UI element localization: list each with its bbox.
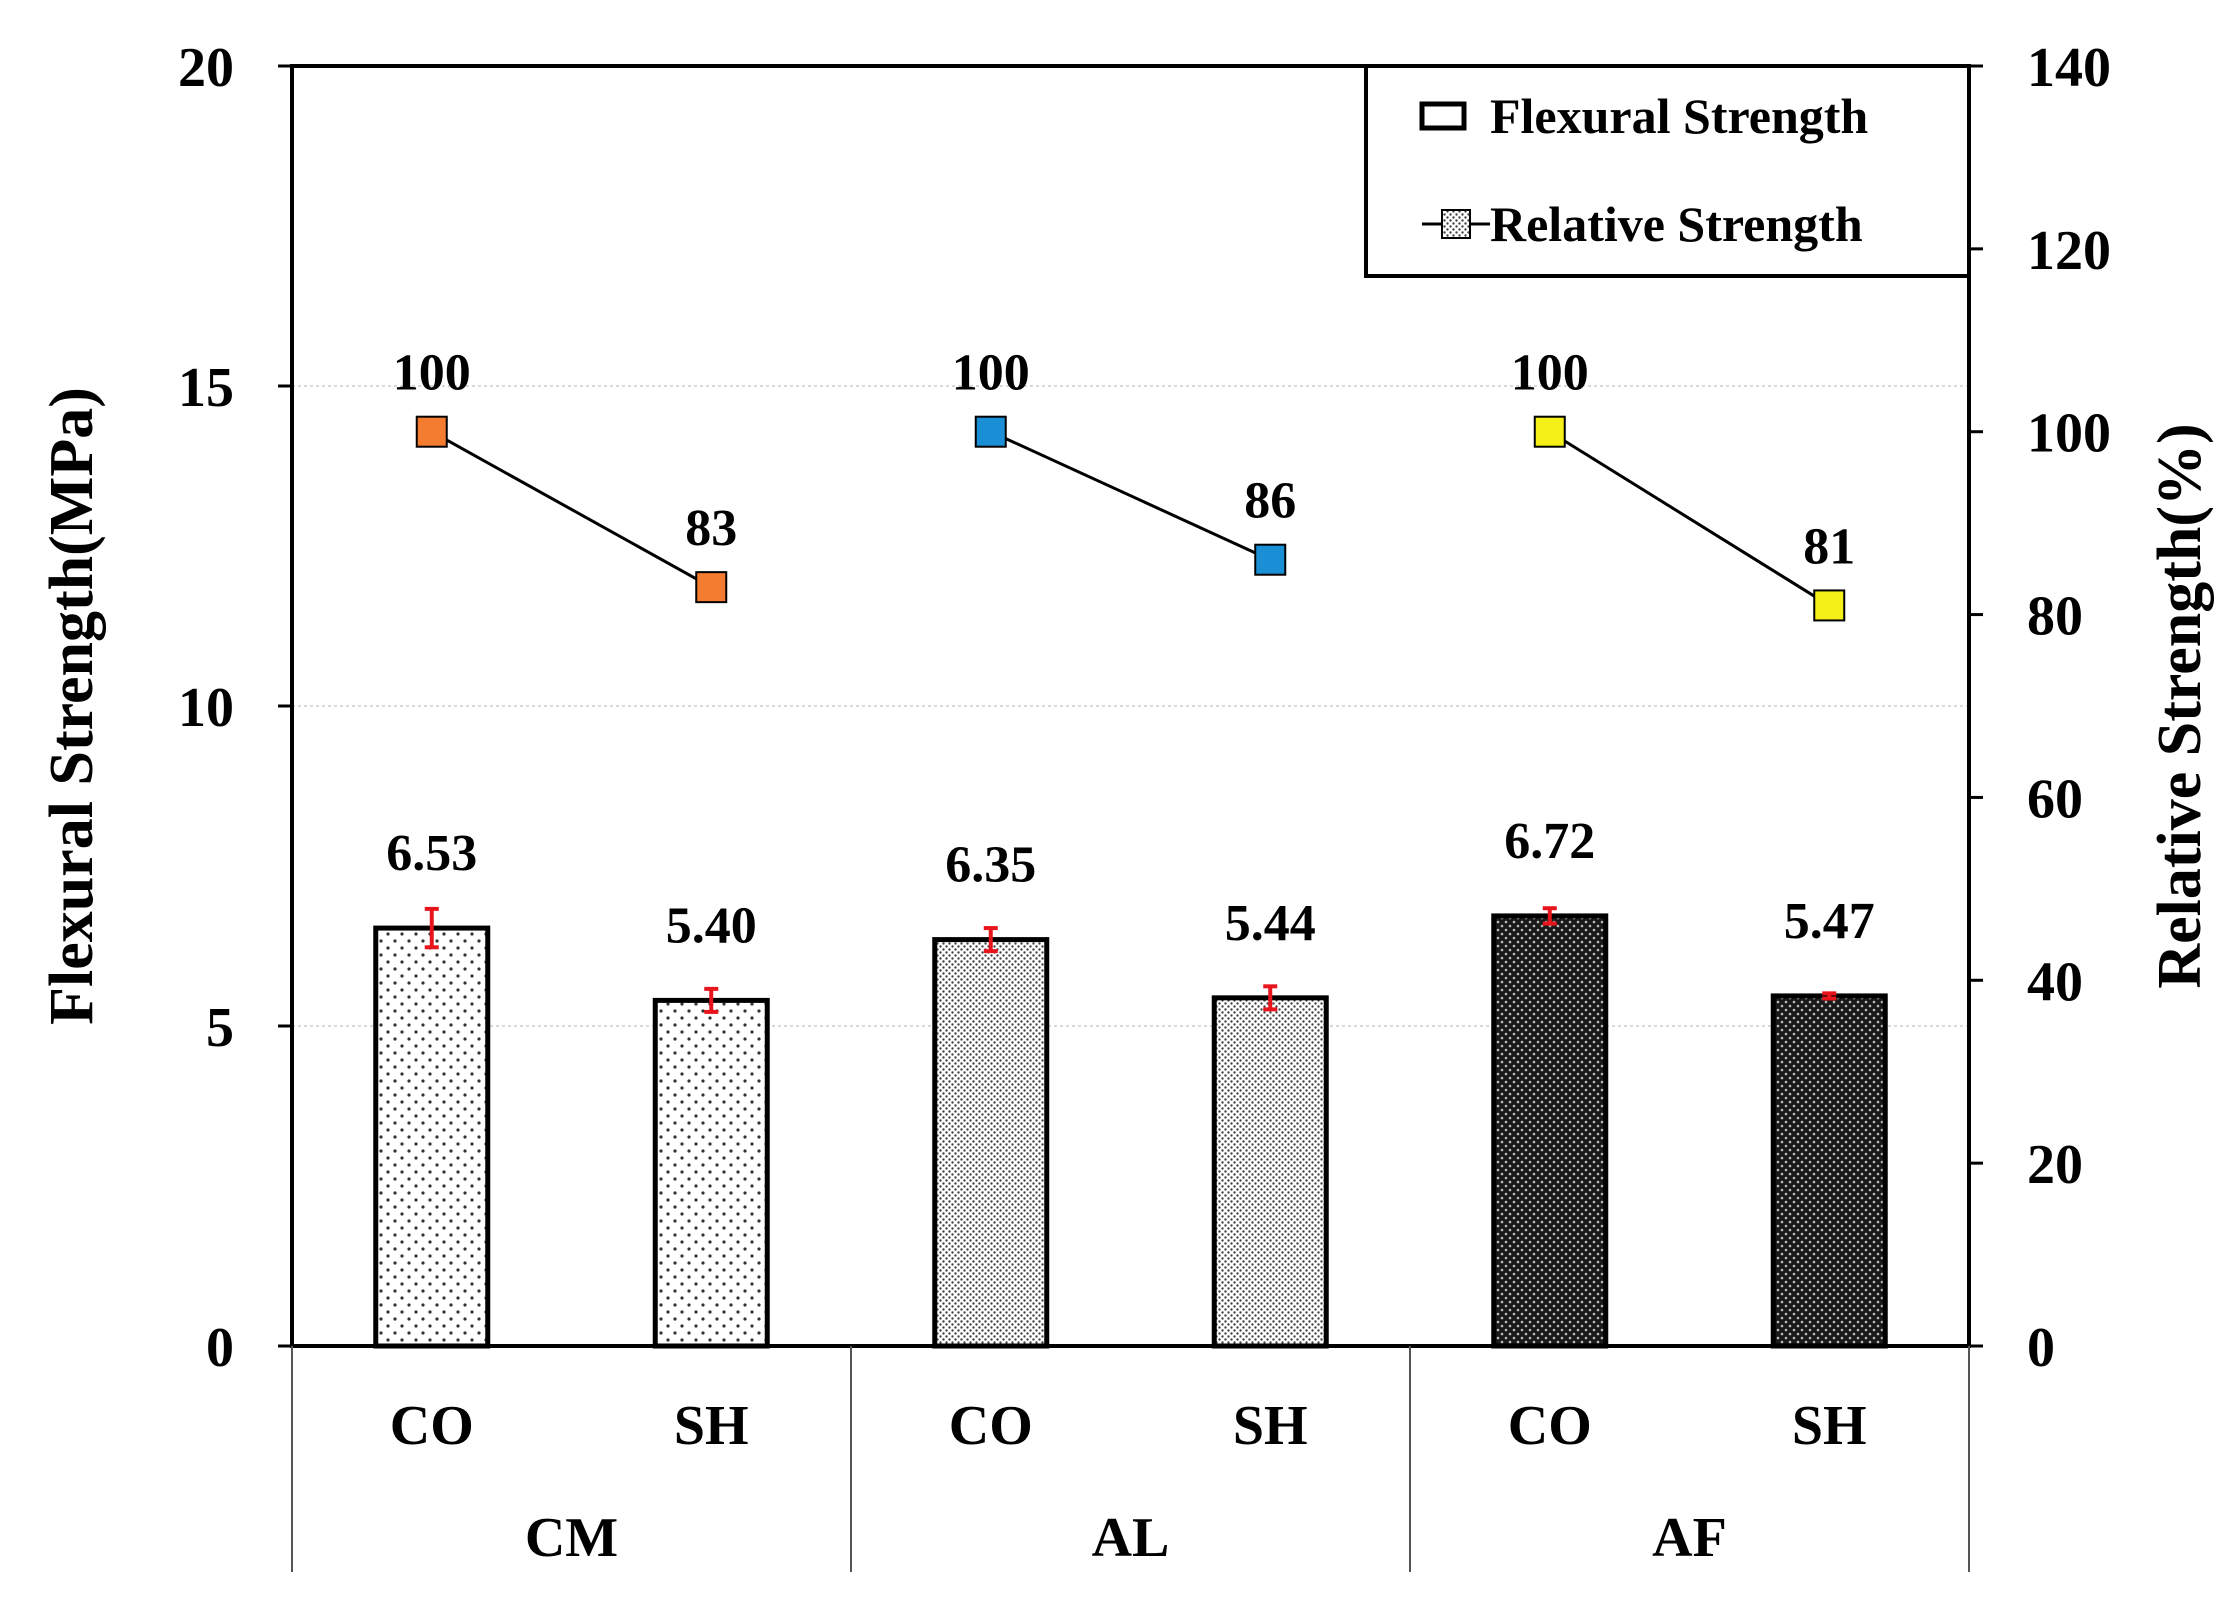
y-tick-label: 5 [206,997,234,1059]
y2-tick-label: 0 [2027,1317,2055,1379]
relative-value-label: 83 [685,500,737,557]
relative-value-label: 86 [1244,473,1296,530]
relative-marker [1254,543,1287,576]
x-axis: CO SH CM CO SH AL CO SH AF [291,1346,1970,1572]
bar-value-label: 6.53 [386,825,477,882]
relative-marker [695,571,728,604]
relative-value-label: 100 [952,345,1030,402]
y2-tick-label: 60 [2027,768,2083,830]
x-tick-label: CO [1508,1395,1592,1457]
bar-af-sh [1770,993,1888,1349]
y-axis-title: Flexural Strength(MPa) [38,387,106,1025]
x-tick-label: SH [1792,1395,1867,1457]
y2-tick-label: 120 [2027,220,2111,282]
y2-axis-title: Relative Strength(%) [2146,423,2214,988]
grid-lines [292,385,1969,1027]
y2-tick-label: 100 [2027,403,2111,465]
bar-cm-co [373,925,491,1349]
group-label: CM [525,1507,618,1569]
x-tick-label: CO [949,1395,1033,1457]
bar-af-co [1491,913,1609,1349]
left-axis-ticks: 0 5 10 15 20 [178,37,292,1379]
bar-value-label: 5.44 [1225,895,1316,952]
legend-bar-swatch [1419,101,1467,131]
legend-bar-label: Flexural Strength [1490,88,1868,144]
y-tick-label: 10 [178,677,234,739]
relative-lines [431,430,1831,607]
relative-line-al [990,430,1271,562]
relative-line-af [1548,430,1831,607]
group-label: AF [1652,1507,1727,1569]
y2-tick-label: 80 [2027,586,2083,648]
y-tick-label: 15 [178,357,234,419]
legend-box [1364,64,1971,278]
data-labels: 6.53 100 5.40 83 6.35 100 5.44 86 6.72 100 5.47 81 [386,345,1875,955]
x-tick-label: SH [1233,1395,1308,1457]
relative-value-label: 100 [393,345,471,402]
bar-al-co [932,937,1050,1349]
error-bars [424,906,1837,1014]
relative-value-label: 100 [1511,345,1589,402]
legend-line-label: Relative Strength [1490,196,1863,252]
y2-tick-label: 140 [2027,37,2111,99]
relative-markers [415,415,1846,622]
relative-marker [415,415,448,448]
x-tick-label: CO [390,1395,474,1457]
bar-value-label: 5.47 [1784,893,1875,950]
bar-cm-sh [652,997,770,1349]
relative-marker [1533,415,1566,448]
y2-tick-label: 20 [2027,1134,2083,1196]
y2-tick-label: 40 [2027,951,2083,1013]
bars [373,913,1888,1349]
legend-marker-swatch [1441,209,1471,239]
y-tick-label: 20 [178,37,234,99]
right-axis-ticks: 0 20 40 60 80 100 120 140 [1969,37,2111,1379]
bar-value-label: 6.72 [1504,813,1595,870]
relative-marker [974,415,1007,448]
legend: Flexural Strength Relative Strength [1364,64,1971,278]
bar-al-sh [1211,995,1329,1349]
x-tick-label: SH [674,1395,749,1457]
relative-value-label: 81 [1803,518,1855,575]
y-tick-label: 0 [206,1317,234,1379]
relative-line-cm [431,430,712,589]
bar-value-label: 6.35 [945,837,1036,894]
relative-marker [1813,589,1846,622]
group-label: AL [1092,1507,1170,1569]
bar-value-label: 5.40 [666,897,757,954]
